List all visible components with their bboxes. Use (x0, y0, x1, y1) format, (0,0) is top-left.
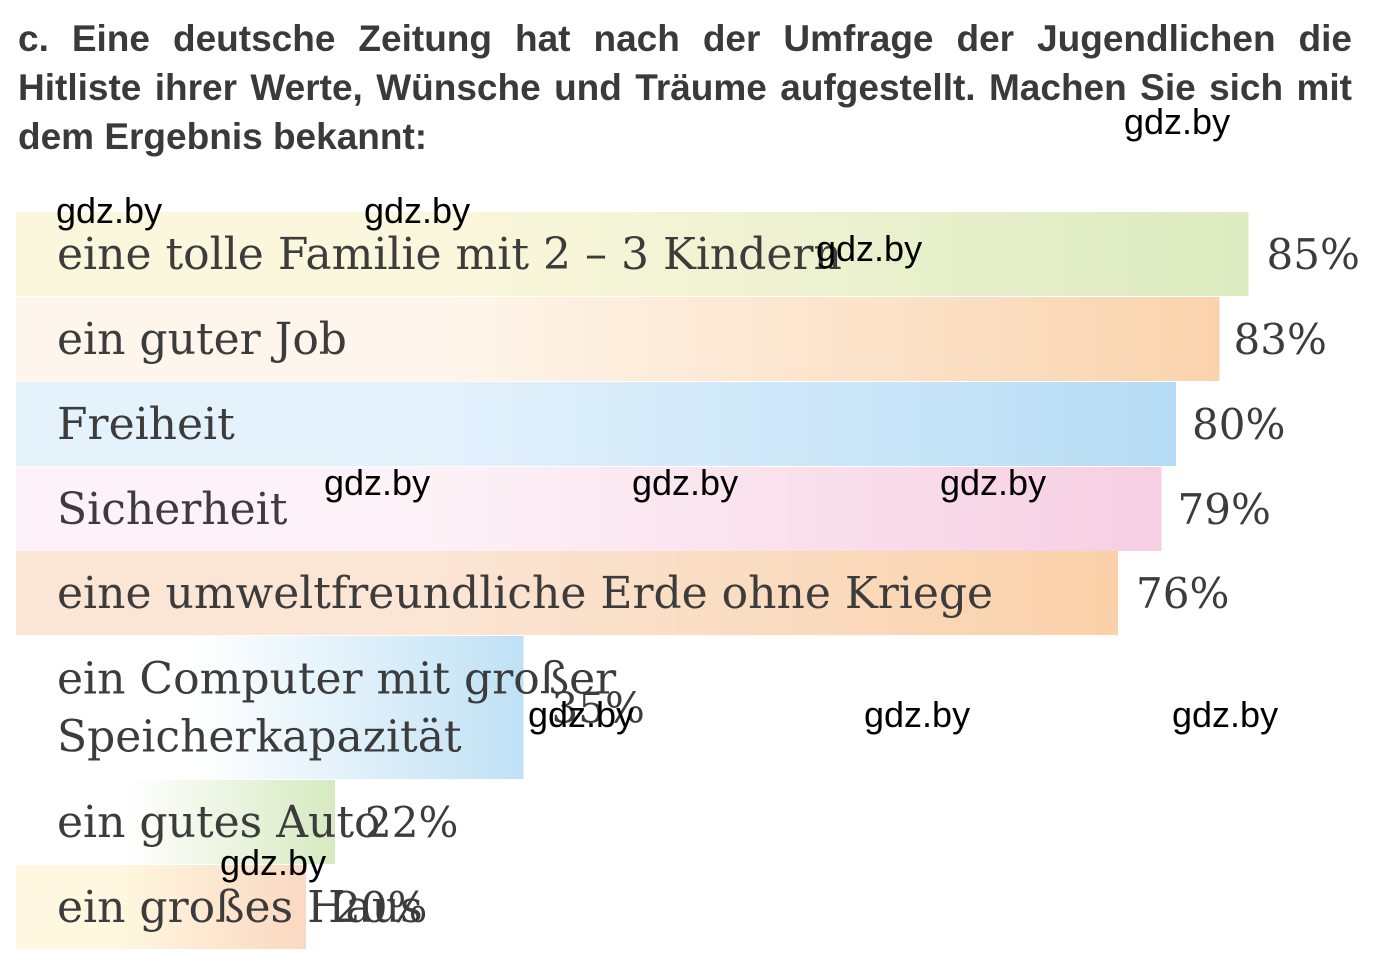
bar (16, 780, 335, 864)
watermark-text: gdz.by (632, 462, 739, 503)
bar-category-label: Sicherheit (57, 484, 288, 535)
bar (16, 551, 1118, 635)
bar-category-label: eine umweltfreundliche Erde ohne Kriege (57, 568, 993, 619)
bar (16, 467, 1162, 551)
bar-value-label: 80% (1192, 400, 1285, 449)
bar-value-label: 76% (1136, 569, 1229, 618)
bar-category-label: eine tolle Familie mit 2 – 3 Kindern (57, 229, 842, 280)
watermark-text: gdz.by (56, 190, 163, 231)
bar-value-label: 35% (552, 684, 645, 733)
watermark-text: gdz.by (528, 694, 635, 735)
watermark-text: gdz.by (220, 842, 327, 883)
watermark-text: gdz.by (324, 462, 431, 503)
bar-category-label: Speicherkapazität (57, 712, 462, 763)
watermark-text: gdz.by (364, 190, 471, 231)
bar-category-label: ein guter Job (57, 314, 347, 365)
watermark-text: gdz.by (940, 462, 1047, 503)
bar-value-label: 83% (1234, 315, 1327, 364)
bar-value-label: 85% (1267, 230, 1360, 279)
bar-category-label: Freiheit (57, 399, 235, 450)
bar-category-label: ein Computer mit großer (57, 654, 617, 705)
bar (16, 636, 524, 779)
bar (16, 382, 1176, 466)
watermark-text: gdz.by (1172, 694, 1279, 735)
watermark-text: gdz.by (1124, 101, 1231, 142)
bar (16, 297, 1220, 381)
bar-category-label: ein großes Haus (57, 882, 423, 933)
bar-category-label: ein gutes Auto (57, 797, 381, 848)
bar-value-label: 22% (365, 798, 458, 847)
watermark-text: gdz.by (816, 228, 923, 269)
bar-value-label: 20% (334, 883, 427, 932)
bar-value-label: 79% (1178, 485, 1271, 534)
bar (16, 212, 1249, 296)
task-instruction: c. Eine deutsche Zeitung hat nach der Um… (18, 18, 1352, 157)
bar (16, 865, 306, 949)
watermark-text: gdz.by (864, 694, 971, 735)
